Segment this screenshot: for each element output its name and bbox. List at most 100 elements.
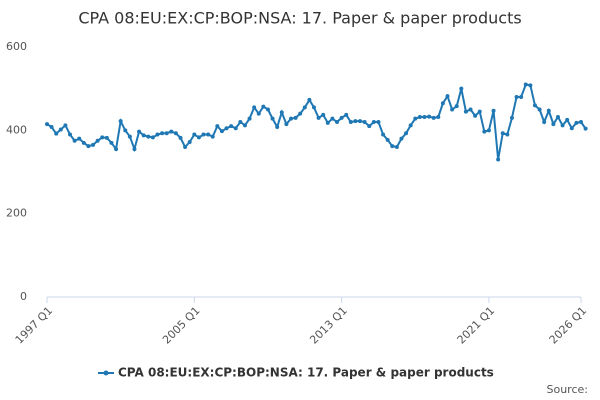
marker bbox=[477, 109, 482, 114]
marker bbox=[183, 145, 188, 149]
marker bbox=[399, 136, 404, 141]
x-tick-label: 1997 Q1 bbox=[13, 304, 56, 347]
marker bbox=[496, 157, 501, 162]
marker bbox=[542, 120, 547, 124]
marker bbox=[321, 112, 326, 117]
marker bbox=[279, 110, 284, 115]
marker bbox=[560, 123, 565, 128]
marker bbox=[252, 105, 257, 110]
marker bbox=[537, 107, 542, 112]
marker bbox=[325, 120, 330, 125]
marker bbox=[81, 140, 86, 145]
marker bbox=[206, 132, 211, 137]
marker bbox=[385, 137, 390, 142]
marker bbox=[546, 108, 551, 113]
marker bbox=[445, 94, 450, 99]
marker bbox=[77, 136, 82, 141]
marker bbox=[127, 134, 132, 139]
marker bbox=[265, 107, 270, 112]
marker bbox=[316, 115, 321, 120]
y-tick-label: 200 bbox=[6, 207, 27, 220]
marker bbox=[312, 105, 316, 110]
marker bbox=[155, 132, 160, 137]
marker bbox=[275, 125, 280, 129]
marker bbox=[123, 128, 128, 133]
marker bbox=[196, 135, 201, 140]
y-tick-label: 400 bbox=[6, 123, 27, 136]
marker bbox=[63, 123, 68, 128]
source: Source: bbox=[547, 383, 589, 396]
marker bbox=[132, 147, 137, 152]
marker bbox=[288, 116, 293, 121]
marker bbox=[509, 115, 514, 120]
marker bbox=[261, 104, 266, 109]
marker bbox=[169, 129, 174, 134]
marker bbox=[358, 119, 363, 124]
marker bbox=[500, 131, 505, 136]
marker bbox=[565, 117, 570, 122]
x-tick-label: 2005 Q1 bbox=[160, 304, 203, 347]
marker bbox=[187, 140, 192, 144]
marker bbox=[95, 138, 100, 143]
marker bbox=[454, 104, 459, 109]
marker bbox=[68, 132, 73, 137]
marker bbox=[569, 126, 574, 131]
marker bbox=[104, 135, 109, 140]
marker bbox=[528, 83, 533, 88]
marker bbox=[344, 112, 349, 117]
marker bbox=[146, 134, 151, 139]
x-tick-label: 2013 Q1 bbox=[307, 304, 350, 347]
marker bbox=[229, 124, 234, 129]
marker bbox=[233, 126, 238, 131]
marker bbox=[118, 119, 123, 124]
marker bbox=[91, 142, 96, 147]
marker bbox=[440, 101, 445, 106]
marker bbox=[100, 135, 105, 140]
marker bbox=[381, 132, 386, 137]
marker bbox=[247, 116, 252, 121]
marker bbox=[238, 120, 243, 124]
marker bbox=[463, 109, 468, 114]
marker bbox=[404, 131, 409, 136]
marker bbox=[72, 138, 77, 143]
legend-marker bbox=[103, 370, 109, 376]
marker bbox=[114, 147, 119, 152]
marker bbox=[431, 115, 436, 120]
marker bbox=[473, 113, 478, 118]
marker bbox=[417, 115, 422, 119]
marker bbox=[298, 111, 303, 116]
y-tick-label: 0 bbox=[20, 290, 27, 303]
marker bbox=[574, 120, 579, 125]
marker bbox=[284, 122, 289, 127]
marker bbox=[219, 129, 224, 134]
marker bbox=[390, 144, 395, 149]
marker bbox=[436, 115, 441, 119]
marker bbox=[367, 124, 372, 129]
marker bbox=[555, 115, 560, 119]
x-tick-label: 2026 Q1 bbox=[547, 304, 590, 347]
marker bbox=[579, 120, 583, 124]
marker bbox=[353, 119, 358, 124]
marker bbox=[491, 108, 496, 113]
marker bbox=[413, 116, 418, 121]
marker bbox=[330, 116, 335, 121]
chart-title: CPA 08:EU:EX:CP:BOP:NSA: 17. Paper & pap… bbox=[78, 9, 521, 28]
marker bbox=[210, 134, 215, 139]
marker bbox=[173, 131, 178, 136]
marker bbox=[49, 125, 54, 129]
x-tick-label: 2021 Q1 bbox=[455, 304, 498, 347]
marker bbox=[86, 144, 91, 149]
marker bbox=[519, 95, 524, 99]
marker bbox=[54, 131, 59, 136]
marker bbox=[362, 120, 367, 124]
marker bbox=[160, 131, 165, 136]
marker bbox=[468, 107, 473, 112]
marker bbox=[293, 115, 298, 120]
legend-label: CPA 08:EU:EX:CP:BOP:NSA: 17. Paper & pap… bbox=[118, 366, 494, 380]
marker bbox=[371, 120, 376, 124]
marker bbox=[505, 132, 510, 137]
marker bbox=[178, 135, 183, 140]
marker bbox=[348, 120, 353, 124]
marker bbox=[215, 124, 220, 129]
